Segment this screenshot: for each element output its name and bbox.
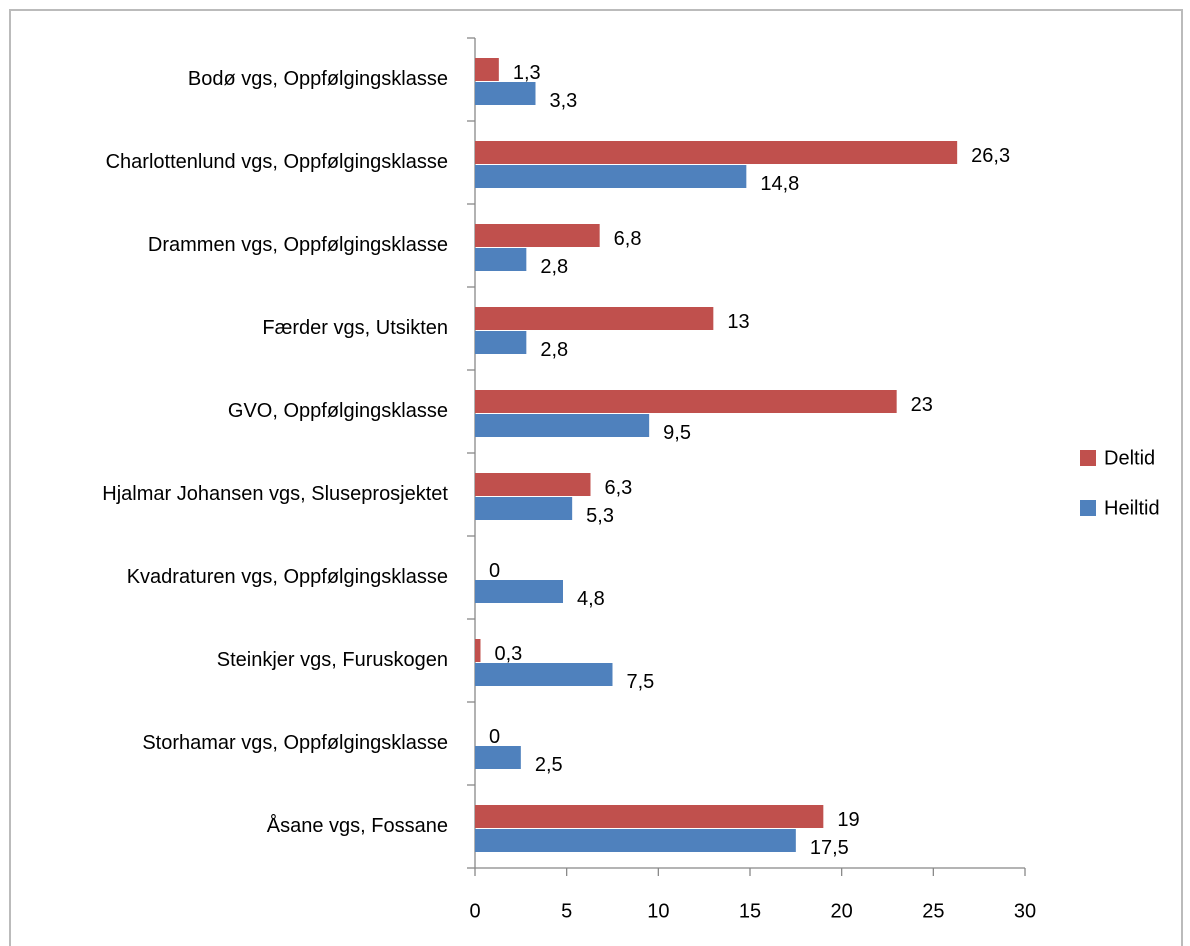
chart-frame xyxy=(9,9,1183,946)
x-tick-label: 30 xyxy=(1014,900,1036,922)
bar xyxy=(475,224,600,247)
x-tick-label: 5 xyxy=(561,900,572,922)
bar xyxy=(475,331,527,354)
y-tick-label: Færder vgs, Utsikten xyxy=(262,317,448,339)
data-label: 6,8 xyxy=(614,228,642,250)
bar xyxy=(475,82,536,105)
y-tick-label: Bodø vgs, Oppfølgingsklasse xyxy=(188,68,448,90)
data-label: 26,3 xyxy=(971,145,1010,167)
bar xyxy=(475,663,613,686)
y-tick-label: Steinkjer vgs, Furuskogen xyxy=(217,649,448,671)
data-label: 9,5 xyxy=(663,422,691,444)
data-label: 0,3 xyxy=(495,643,523,665)
bar xyxy=(475,639,481,662)
bar xyxy=(475,497,573,520)
data-label: 2,5 xyxy=(535,754,563,776)
bar xyxy=(475,165,747,188)
x-tick-label: 10 xyxy=(647,900,669,922)
data-label: 14,8 xyxy=(760,173,799,195)
bar xyxy=(475,414,650,437)
y-tick-label: Kvadraturen vgs, Oppfølgingsklasse xyxy=(127,566,448,588)
data-label: 5,3 xyxy=(586,505,614,527)
bar xyxy=(475,746,521,769)
data-label: 3,3 xyxy=(550,90,578,112)
data-label: 0 xyxy=(489,726,500,748)
data-label: 2,8 xyxy=(540,256,568,278)
bar xyxy=(475,58,499,81)
y-tick-label: Åsane vgs, Fossane xyxy=(267,814,448,837)
bar xyxy=(475,829,796,852)
y-tick-label: Drammen vgs, Oppfølgingsklasse xyxy=(148,234,448,256)
data-label: 17,5 xyxy=(810,837,849,859)
x-tick-label: 0 xyxy=(469,900,480,922)
bar xyxy=(475,141,958,164)
data-label: 19 xyxy=(837,809,859,831)
x-tick-label: 20 xyxy=(831,900,853,922)
data-label: 13 xyxy=(727,311,749,333)
legend-label: Deltid xyxy=(1104,447,1155,469)
data-label: 2,8 xyxy=(540,339,568,361)
x-tick-label: 15 xyxy=(739,900,761,922)
bar xyxy=(475,805,824,828)
bar xyxy=(475,248,527,271)
legend-label: Heiltid xyxy=(1104,497,1160,519)
y-tick-label: Charlottenlund vgs, Oppfølgingsklasse xyxy=(106,151,448,173)
y-tick-label: Storhamar vgs, Oppfølgingsklasse xyxy=(142,732,448,754)
x-tick-label: 25 xyxy=(922,900,944,922)
legend-swatch xyxy=(1080,500,1096,516)
data-label: 6,3 xyxy=(605,477,633,499)
bar xyxy=(475,390,897,413)
bar xyxy=(475,473,591,496)
y-tick-label: Hjalmar Johansen vgs, Sluseprosjektet xyxy=(102,483,448,505)
legend-swatch xyxy=(1080,450,1096,466)
data-label: 1,3 xyxy=(513,62,541,84)
data-label: 23 xyxy=(911,394,933,416)
bar xyxy=(475,307,714,330)
data-label: 4,8 xyxy=(577,588,605,610)
data-label: 0 xyxy=(489,560,500,582)
data-label: 7,5 xyxy=(627,671,655,693)
y-tick-label: GVO, Oppfølgingsklasse xyxy=(228,400,448,422)
bar xyxy=(475,580,563,603)
